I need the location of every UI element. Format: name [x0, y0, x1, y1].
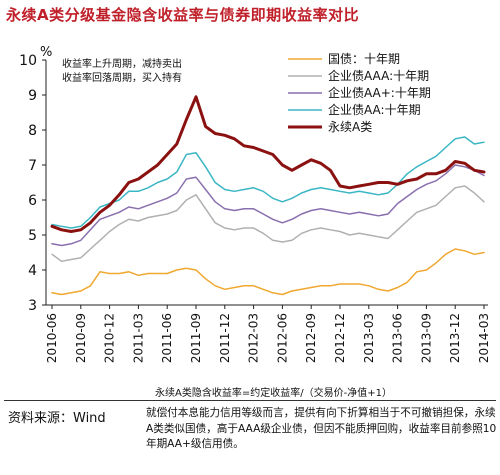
y-tick-label: 9	[28, 88, 37, 104]
annotation-line-2: 收益率回落周期，买入持有	[62, 71, 182, 84]
x-tick-label: 2012-06	[275, 313, 289, 363]
series-lines	[50, 95, 486, 296]
y-axis-ticks: 3 4 5 6 7 8 9 10	[19, 53, 46, 314]
x-tick-label: 2012-03	[247, 313, 261, 363]
series-line	[51, 185, 485, 263]
y-tick-label: 5	[28, 228, 37, 244]
y-tick-label: 6	[28, 193, 37, 209]
divider	[4, 400, 496, 401]
legend-label: 永续A类	[328, 120, 372, 134]
footnote: 就偿付本息能力信用等级而言，提供有向下折算相当于不可撤销担保，永续A类类似国债，…	[146, 407, 497, 450]
y-tick-label: 7	[28, 158, 37, 174]
legend-label: 国债：十年期	[328, 52, 400, 66]
x-tick-label: 2011-09	[189, 313, 203, 363]
y-tick-label: 4	[28, 263, 37, 279]
y-tick-label: 8	[28, 123, 37, 139]
source-label: 资料来源：Wind	[8, 411, 106, 426]
annotation-line-1: 收益率上升周期，减持卖出	[62, 57, 182, 70]
x-tick-label: 2011-03	[131, 313, 145, 363]
x-tick-label: 2012-09	[304, 313, 318, 363]
x-tick-label: 2013-06	[391, 313, 405, 363]
chart-title: 永续A类分级基金隐含收益率与债券即期收益率对比	[6, 6, 360, 24]
y-tick-label: 3	[28, 298, 37, 314]
legend-label: 企业债AA:十年期	[328, 102, 421, 117]
series-line	[50, 95, 486, 233]
series-line	[51, 136, 485, 229]
y-axis-unit: %	[40, 45, 52, 60]
x-tick-label: 2010-12	[103, 313, 117, 363]
x-tick-label: 2011-12	[218, 313, 232, 363]
x-tick-label: 2012-12	[333, 313, 347, 363]
legend-label: 企业债AAA:十年期	[328, 68, 429, 83]
x-tick-label: 2013-12	[448, 313, 462, 363]
x-tick-label: 2010-06	[45, 313, 59, 363]
series-line	[51, 248, 485, 296]
x-tick-label: 2011-06	[160, 313, 174, 363]
x-tick-label: 2013-03	[362, 313, 376, 363]
y-tick-label: 10	[19, 53, 37, 69]
x-tick-label: 2010-09	[74, 313, 88, 363]
x-axis-ticks: 2010-06 2010-09 2010-12 2011-03 2011-06 2011-…	[45, 305, 491, 363]
x-tick-label: 2013-09	[419, 313, 433, 363]
series-line	[51, 164, 485, 247]
formula-text: 永续A类隐含收益率=约定收益率/（交易价-净值+1）	[155, 388, 392, 399]
legend-label: 企业债AA+:十年期	[328, 85, 431, 100]
x-tick-label: 2014-03	[477, 313, 491, 363]
